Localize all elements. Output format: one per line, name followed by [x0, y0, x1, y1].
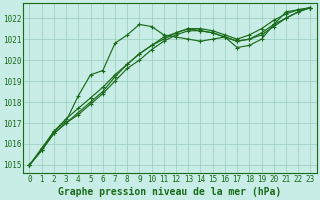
X-axis label: Graphe pression niveau de la mer (hPa): Graphe pression niveau de la mer (hPa)	[58, 186, 282, 197]
